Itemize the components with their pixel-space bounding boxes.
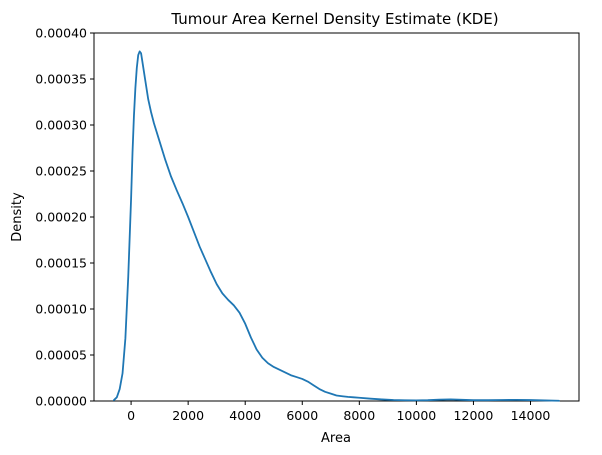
x-tick-label: 0 xyxy=(127,408,135,423)
chart-title: Tumour Area Kernel Density Estimate (KDE… xyxy=(170,10,498,28)
x-tick-label: 4000 xyxy=(229,408,261,423)
x-tick-label: 2000 xyxy=(172,408,204,423)
y-axis-label: Density xyxy=(10,192,25,242)
x-tick-label: 14000 xyxy=(511,408,551,423)
x-axis-label: Area xyxy=(321,431,351,446)
y-tick-label: 0.00025 xyxy=(35,164,87,179)
y-tick-label: 0.00035 xyxy=(35,72,87,87)
x-tick-label: 12000 xyxy=(454,408,494,423)
x-tick-label: 6000 xyxy=(286,408,318,423)
y-tick-label: 0.00040 xyxy=(35,26,87,41)
x-tick-label: 10000 xyxy=(396,408,436,423)
x-tick-label: 8000 xyxy=(343,408,375,423)
y-tick-label: 0.00010 xyxy=(35,302,87,317)
y-tick-label: 0.00020 xyxy=(35,210,87,225)
y-tick-label: 0.00030 xyxy=(35,118,87,133)
y-tick-label: 0.00005 xyxy=(35,348,87,363)
y-tick-label: 0.00000 xyxy=(35,394,87,409)
y-axis-ticks: 0.00000 0.00005 0.00010 0.00015 0.00020 0.000… xyxy=(35,26,94,409)
kde-line xyxy=(113,50,560,402)
x-axis-ticks: 0 2000 4000 6000 8000 10000 12000 14000 xyxy=(127,401,550,423)
y-tick-label: 0.00015 xyxy=(35,256,87,271)
